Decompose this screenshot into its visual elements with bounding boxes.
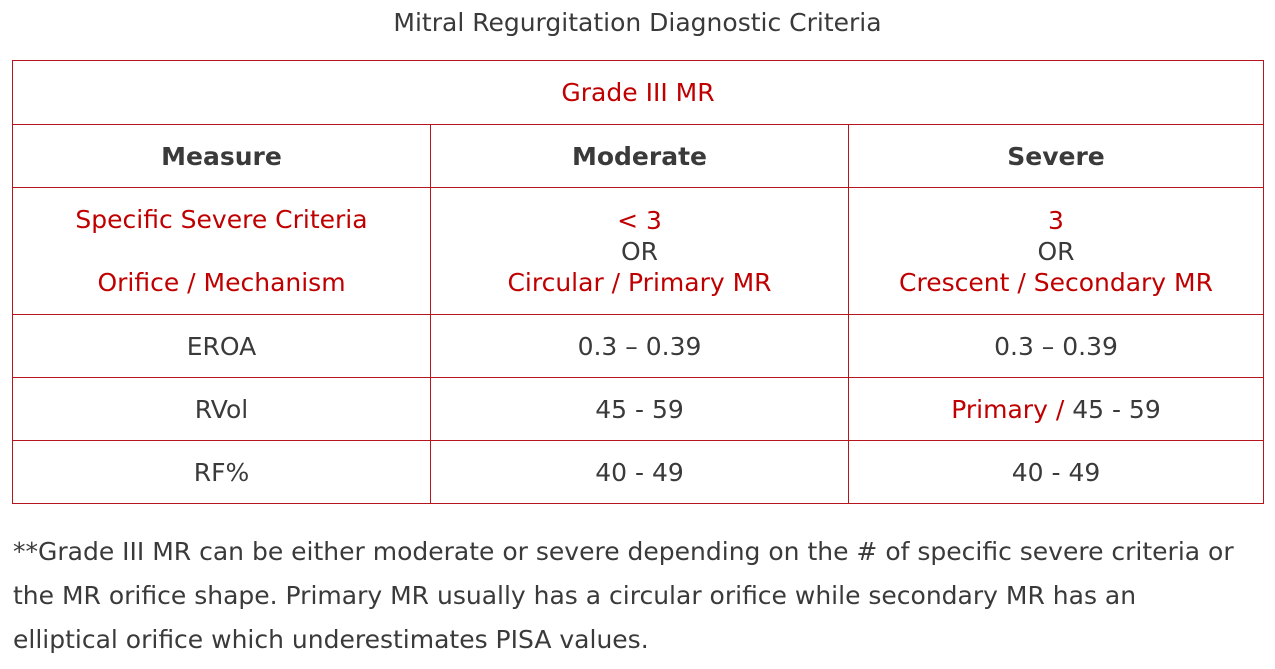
row-moderate: 0.3 – 0.39 <box>430 314 849 378</box>
table-row: RVol 45 - 59 Primary / 45 - 59 <box>12 377 1265 441</box>
severe-criteria-count: 3 <box>1048 205 1064 235</box>
footnote-line: elliptical orifice which underestimates … <box>13 625 649 654</box>
row-severe: 0.3 – 0.39 <box>847 314 1265 378</box>
row-moderate: 40 - 49 <box>430 440 849 504</box>
criteria-measure-cell: Specific Severe Criteria Orifice / Mecha… <box>12 187 431 315</box>
row-severe: Primary / 45 - 59 <box>847 377 1265 441</box>
criteria-row: Specific Severe Criteria Orifice / Mecha… <box>12 187 1265 315</box>
table-row: EROA 0.3 – 0.39 0.3 – 0.39 <box>12 314 1265 378</box>
mechanism-label: Orifice / Mechanism <box>97 268 346 297</box>
footnote-line: **Grade III MR can be either moderate or… <box>13 537 1234 566</box>
header-severe: Severe <box>847 124 1265 188</box>
footnote-line: the MR orifice shape. Primary MR usually… <box>13 581 1137 610</box>
row-measure: RF% <box>12 440 431 504</box>
row-measure: RVol <box>12 377 431 441</box>
table-row: RF% 40 - 49 40 - 49 <box>12 440 1265 504</box>
footnote: **Grade III MR can be either moderate or… <box>13 530 1268 662</box>
criteria-severe-cell: 3 OR Crescent / Secondary MR <box>847 187 1265 315</box>
grade-row: Grade III MR <box>11 60 1265 125</box>
moderate-or: OR <box>620 236 659 266</box>
severe-mechanism: Crescent / Secondary MR <box>899 267 1213 297</box>
criteria-table: Grade III MR Measure Moderate Severe Spe… <box>11 60 1265 504</box>
severe-prefix: Primary / <box>951 394 1073 424</box>
severe-value: 40 - 49 <box>1011 457 1101 487</box>
severe-value: 45 - 59 <box>1072 394 1161 424</box>
header-moderate: Moderate <box>430 124 849 188</box>
header-row: Measure Moderate Severe <box>12 124 1265 188</box>
header-measure: Measure <box>12 124 431 188</box>
moderate-mechanism: Circular / Primary MR <box>507 267 772 297</box>
severe-value: 0.3 – 0.39 <box>994 331 1118 361</box>
grade-heading: Grade III MR <box>11 60 1265 125</box>
page-title: Mitral Regurgitation Diagnostic Criteria <box>393 8 882 37</box>
criteria-moderate-cell: < 3 OR Circular / Primary MR <box>430 187 849 315</box>
moderate-criteria-count: < 3 <box>617 205 662 235</box>
row-severe: 40 - 49 <box>847 440 1265 504</box>
row-moderate: 45 - 59 <box>430 377 849 441</box>
row-measure: EROA <box>12 314 431 378</box>
severe-or: OR <box>1037 236 1075 266</box>
criteria-label: Specific Severe Criteria <box>75 205 368 234</box>
